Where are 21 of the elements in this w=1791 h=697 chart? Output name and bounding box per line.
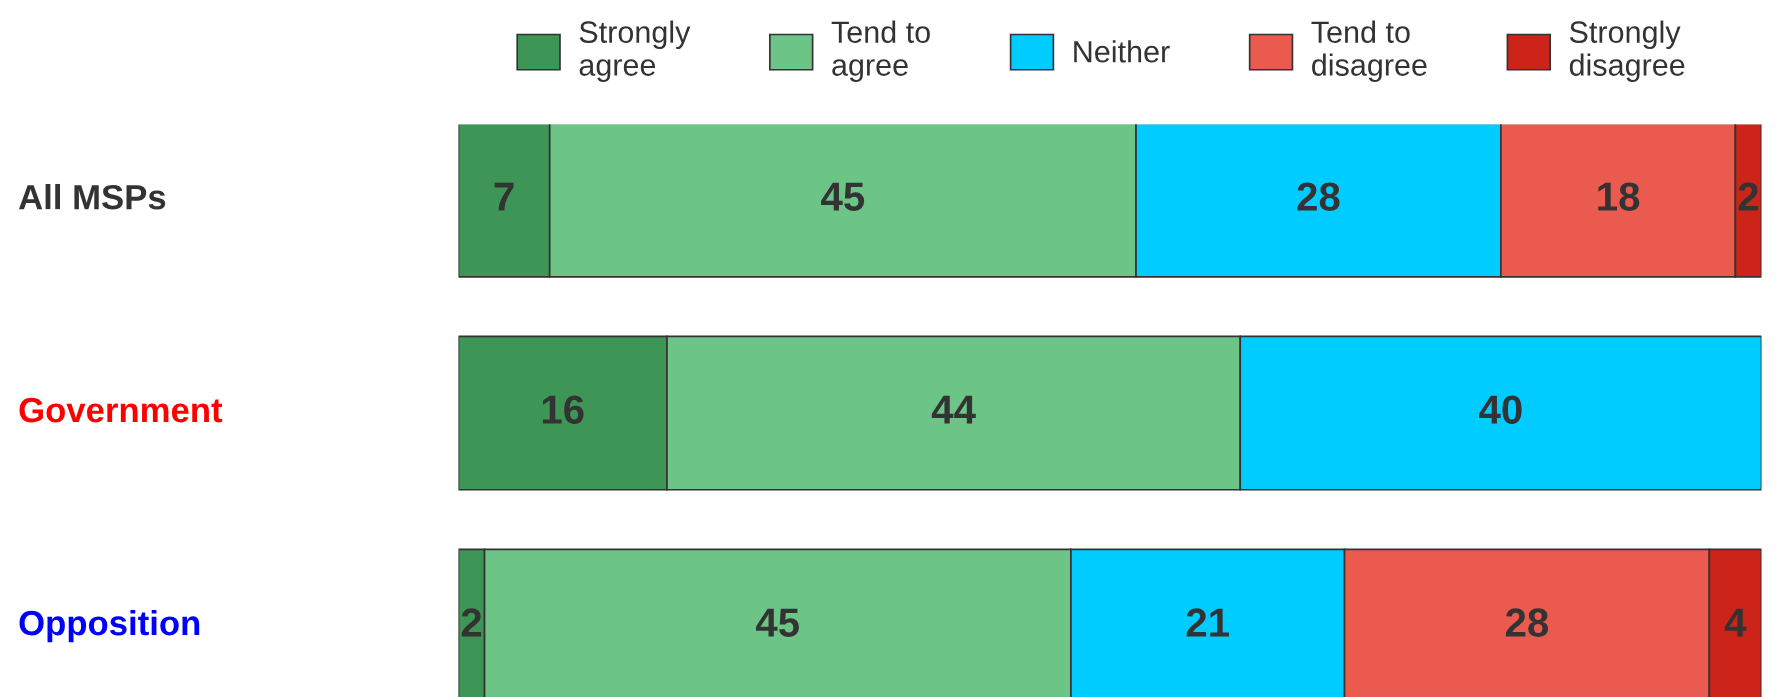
legend-label: Strongly disagree: [1569, 20, 1685, 82]
legend-label: Tend to agree: [831, 20, 930, 82]
data-label: 28: [1297, 182, 1340, 211]
data-label: 40: [1479, 395, 1522, 424]
y-tick-label: All MSPs: [18, 183, 166, 210]
y-tick-label: Opposition: [19, 609, 200, 643]
data-label: 2: [461, 608, 482, 637]
data-label: 28: [1505, 608, 1549, 637]
data-label: 45: [821, 182, 865, 211]
data-label: 44: [931, 395, 976, 424]
data-label: 4: [1724, 608, 1747, 637]
data-label: 21: [1186, 608, 1229, 637]
data-label: 45: [755, 608, 799, 637]
legend-label: Strongly agree: [579, 20, 691, 82]
y-tick-label: Government: [19, 397, 223, 423]
legend-label: Neither: [1074, 40, 1170, 63]
data-label: 7: [494, 182, 514, 211]
data-label: 2: [1738, 182, 1759, 211]
data-label: 16: [542, 395, 584, 424]
data-label: 18: [1598, 182, 1640, 211]
legend-label: Tend to disagree: [1311, 20, 1427, 82]
